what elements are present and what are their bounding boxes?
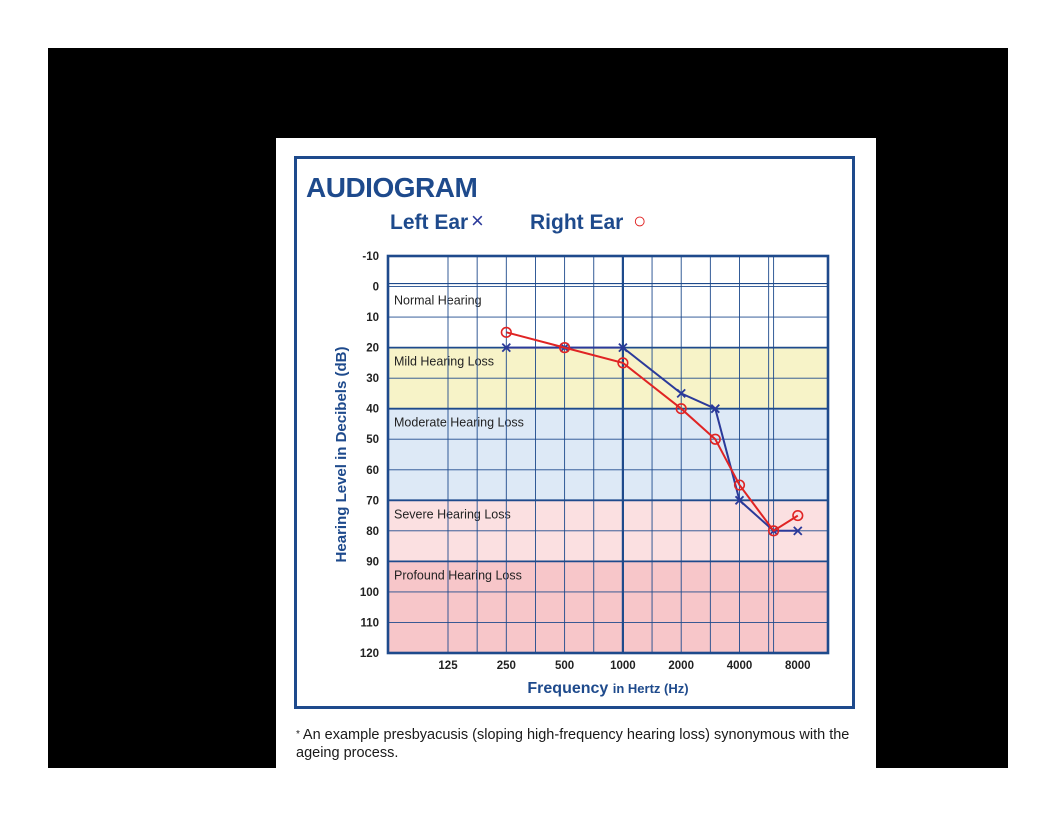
chart-title: AUDIOGRAM — [306, 172, 478, 203]
footnote-text: An example presbyacusis (sloping high-fr… — [296, 727, 850, 761]
left-ear-point — [501, 342, 511, 353]
band-label: Normal Hearing — [394, 294, 482, 308]
y-tick-label: 40 — [366, 404, 379, 416]
right-ear-line — [506, 331, 799, 533]
left-ear-line — [506, 346, 798, 532]
left-ear-point-stroke — [501, 342, 511, 353]
right-ear-point — [675, 403, 687, 415]
x-tick-label: 500 — [555, 660, 574, 672]
y-tick-label: 10 — [366, 312, 379, 324]
y-tick-label: 50 — [366, 434, 379, 446]
x-tick-label: 8000 — [785, 660, 811, 672]
left-ear-point — [734, 495, 745, 505]
left-ear-point — [618, 342, 628, 353]
right-ear-point — [559, 342, 571, 354]
black-frame: AUDIOGRAM Left Ear × Right Ear ○ Normal … — [48, 48, 1008, 775]
right-ear-point — [792, 509, 804, 522]
y-tick-label: 100 — [360, 587, 379, 599]
right-ear-circle-icon: ○ — [633, 208, 647, 233]
x-axis-title-unit: in Hertz (Hz) — [613, 681, 689, 696]
left-ear-point — [710, 404, 720, 414]
y-tick-label: 30 — [366, 373, 379, 385]
footnote: * An example presbyacusis (sloping high-f… — [296, 726, 861, 762]
band-profound-hearing-loss — [388, 561, 828, 653]
footnote-star: * — [296, 729, 300, 740]
left-ear-point-stroke — [793, 526, 803, 536]
y-tick-label: 110 — [360, 617, 379, 629]
y-tick-label: -10 — [362, 251, 379, 263]
y-tick-label: 120 — [360, 648, 379, 660]
left-ear-cross-icon: × — [471, 208, 484, 233]
x-tick-label: 250 — [497, 660, 516, 672]
band-label: Mild Hearing Loss — [394, 355, 494, 369]
right-ear-point — [768, 525, 780, 537]
left-ear-point-stroke — [676, 388, 686, 399]
y-tick-label: 90 — [366, 556, 379, 568]
legend-right-ear: Right Ear — [530, 211, 624, 234]
legend-left-ear: Left Ear — [390, 211, 469, 234]
y-tick-label: 60 — [366, 465, 379, 477]
left-ear-point-stroke — [710, 404, 720, 414]
right-ear-point — [500, 326, 512, 338]
x-axis-title: Frequency in Hertz (Hz) — [527, 680, 688, 697]
y-tick-label: 70 — [366, 495, 379, 507]
right-ear-point — [617, 357, 629, 369]
left-ear-point — [793, 526, 803, 536]
x-tick-label: 1000 — [610, 660, 636, 672]
x-axis-title-main: Frequency — [527, 680, 612, 697]
audiogram-card: AUDIOGRAM Left Ear × Right Ear ○ Normal … — [276, 138, 876, 775]
band-label: Moderate Hearing Loss — [394, 416, 524, 430]
chart-border — [294, 156, 855, 709]
x-tick-label: 125 — [438, 660, 458, 672]
y-tick-label: 0 — [373, 282, 379, 294]
band-label: Profound Hearing Loss — [394, 568, 522, 582]
left-ear-point — [676, 388, 686, 399]
right-ear-point — [709, 433, 721, 445]
y-tick-label: 80 — [366, 526, 379, 538]
left-ear-point-stroke — [734, 495, 745, 505]
x-tick-label: 4000 — [727, 660, 753, 672]
band-moderate-hearing-loss — [388, 408, 828, 501]
right-ear-point — [733, 479, 746, 491]
audiogram-chart: Normal Hearing Mild Hearing Loss Moderate … — [333, 251, 830, 697]
plot-frame — [386, 254, 830, 655]
left-ear-point-stroke — [618, 342, 628, 353]
y-tick-label: 20 — [366, 343, 379, 355]
x-tick-label: 2000 — [668, 660, 694, 672]
y-axis-title: Hearing Level in Decibels (dB) — [333, 347, 350, 563]
band-label: Severe Hearing Loss — [394, 507, 511, 521]
